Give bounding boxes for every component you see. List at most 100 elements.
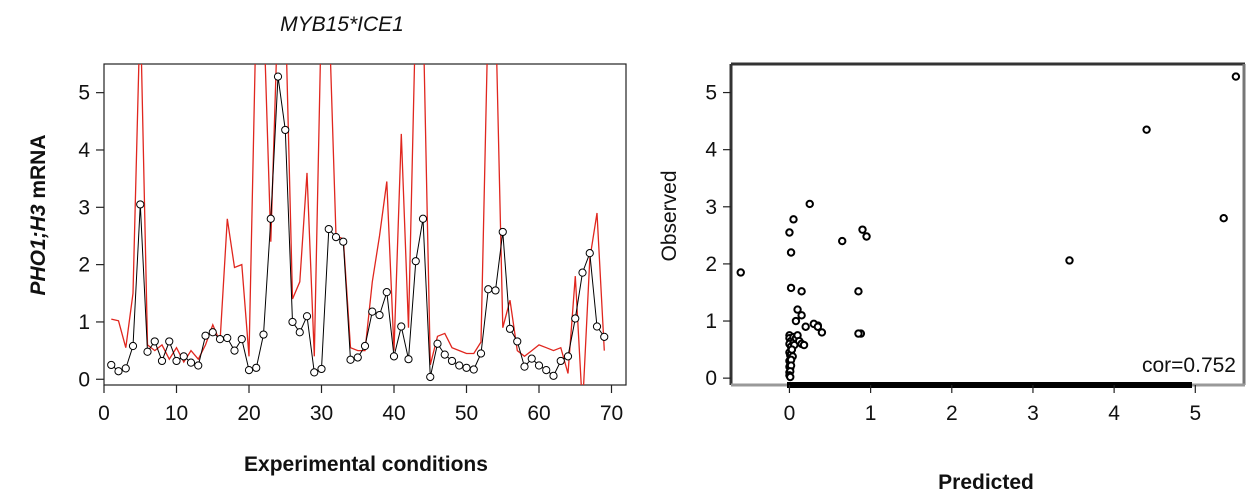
correlation-annotation: cor=0.752	[1142, 354, 1236, 377]
scatter-x-axis: 0 1 2 3 4 5	[784, 385, 1201, 425]
x-tick-label: 50	[455, 402, 478, 425]
scatter-point	[801, 322, 810, 331]
line-x-axis-label: Experimental conditions	[244, 453, 488, 476]
observed-point	[165, 337, 174, 346]
observed-point	[295, 328, 304, 337]
observed-point	[346, 355, 355, 364]
observed-point	[266, 214, 275, 223]
x-tick-label: 5	[1189, 402, 1201, 425]
observed-point	[128, 341, 138, 351]
observed-point	[418, 214, 428, 223]
observed-point	[273, 72, 283, 81]
observed-point	[208, 328, 217, 337]
scatter-point	[789, 215, 798, 224]
x-tick-label: 2	[946, 402, 958, 425]
scatter-chart-panel: 0 1 2 3 4 5 0 1 2 3 4 5 Observed Predicted cor=0.7…	[658, 62, 1246, 494]
scatter-point	[813, 322, 823, 331]
observed-point	[382, 288, 391, 297]
observed-point	[375, 310, 384, 320]
chart-title: MYB15*ICE1	[280, 13, 404, 36]
scatter-point	[1231, 72, 1241, 81]
observed-point	[563, 352, 573, 361]
scatter-point	[799, 340, 809, 350]
observed-point	[136, 200, 145, 209]
observed-point	[534, 361, 544, 370]
observed-point	[491, 286, 500, 295]
observed-point	[324, 224, 333, 234]
observed-point	[230, 346, 239, 355]
observed-point	[317, 364, 326, 374]
observed-point	[302, 312, 312, 321]
observed-point	[179, 352, 188, 361]
observed-point	[288, 317, 297, 327]
observed-point	[476, 349, 486, 358]
x-tick-label: 40	[382, 402, 405, 425]
y-tick-label: 3	[705, 196, 717, 219]
observed-point	[215, 335, 225, 344]
observed-point	[172, 356, 181, 366]
y-tick-label: 5	[705, 82, 717, 105]
scatter-point	[786, 248, 796, 257]
observed-point	[150, 337, 159, 346]
observed-point	[353, 353, 362, 362]
observed-point	[331, 233, 341, 242]
x-tick-label: 0	[784, 402, 796, 425]
observed-point	[549, 371, 558, 380]
observed-point	[339, 237, 348, 246]
scatter-point	[785, 228, 794, 237]
observed-point	[484, 285, 493, 294]
x-tick-label: 3	[1027, 402, 1039, 425]
observed-point	[600, 332, 609, 341]
scatter-point	[797, 311, 806, 320]
scatter-point	[1219, 214, 1228, 223]
observed-point	[433, 339, 442, 348]
observed-point	[389, 352, 399, 361]
line-x-axis: 0 10 20 30 40 50 60 70	[98, 385, 623, 425]
scatter-point	[805, 199, 814, 209]
scatter-point	[791, 316, 801, 326]
scatter-point	[786, 283, 796, 293]
scatter-y-axis: 0 1 2 3 4 5	[705, 82, 731, 390]
y-tick-label: 2	[705, 253, 717, 276]
predicted-series-line	[111, 64, 605, 385]
observed-point	[520, 362, 529, 371]
observed-point	[244, 365, 254, 375]
scatter-point	[797, 287, 806, 296]
line-chart-panel: MYB15*ICE1 0 1 2 3 4 5 0 10 20 30 40 50 60 70 Experi…	[27, 13, 627, 476]
observed-point	[397, 322, 406, 331]
x-tick-label: 60	[527, 402, 550, 425]
observed-point	[252, 363, 261, 372]
y-tick-label: 1	[78, 311, 90, 334]
scatter-point	[1065, 256, 1074, 265]
x-tick-label: 20	[237, 402, 260, 425]
observed-point	[440, 350, 449, 359]
observed-point	[237, 335, 246, 344]
scatter-point	[838, 236, 847, 246]
observed-point	[505, 324, 515, 333]
line-y-axis-label: PHO1;H3 mRNA	[27, 134, 50, 295]
y-tick-label: 0	[705, 367, 717, 390]
observed-point	[368, 307, 377, 316]
line-series-group	[107, 64, 609, 385]
observed-point	[426, 372, 435, 382]
y-tick-label: 5	[78, 82, 90, 105]
observed-point	[223, 333, 232, 343]
scatter-points-group	[736, 72, 1241, 382]
x-tick-label: 0	[98, 402, 110, 425]
x-tick-label: 70	[600, 402, 623, 425]
observed-point	[186, 358, 196, 367]
observed-point	[259, 330, 268, 339]
y-tick-label: 1	[705, 310, 717, 333]
observed-point	[585, 249, 594, 258]
scatter-y-axis-label: Observed	[658, 170, 681, 261]
scatter-point	[854, 287, 863, 296]
observed-point	[498, 227, 507, 237]
observed-point	[121, 364, 130, 373]
observed-point	[360, 341, 370, 351]
observed-point	[107, 360, 116, 370]
observed-point	[469, 365, 478, 374]
observed-series-line	[110, 76, 605, 378]
scatter-point	[862, 232, 871, 241]
observed-point	[404, 355, 413, 364]
